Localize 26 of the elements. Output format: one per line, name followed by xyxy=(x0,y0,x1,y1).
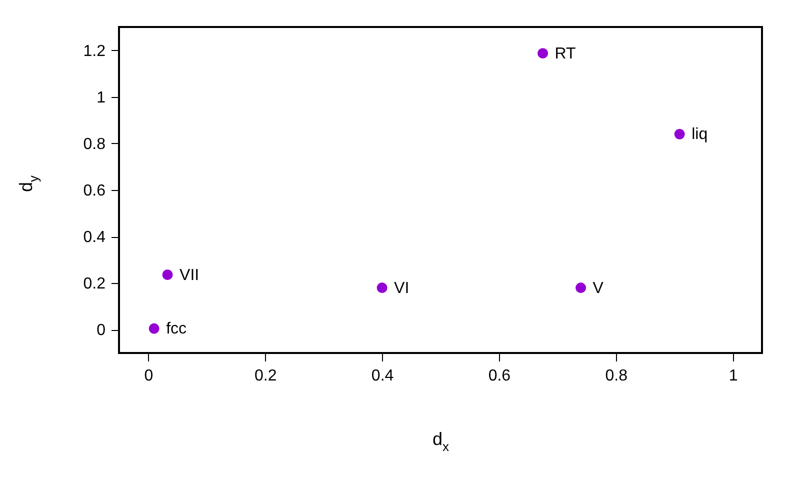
annotation: RT xyxy=(554,45,576,62)
y-tick-label: 0 xyxy=(96,322,106,340)
y-tick-label: 0.8 xyxy=(83,136,106,153)
annotation: V xyxy=(592,280,604,297)
point xyxy=(576,282,586,294)
point xyxy=(674,128,685,140)
y-tick-label: 0.4 xyxy=(83,229,106,246)
x-tick-label: 0.8 xyxy=(605,368,628,384)
point xyxy=(376,282,388,294)
annotation: VII xyxy=(180,266,200,284)
x-tick-label: 0.4 xyxy=(371,368,394,384)
y-axis-title: dy xyxy=(16,175,41,192)
x-tick-label: 1 xyxy=(728,368,738,384)
x-tick-label: 0 xyxy=(144,368,154,384)
x-tick-label: 0.6 xyxy=(488,368,511,384)
y-tick-label: 1.2 xyxy=(83,42,106,60)
y-tick-label: 1 xyxy=(96,89,106,106)
annotation: fcc xyxy=(166,320,187,338)
point xyxy=(538,48,548,59)
annotation: VI xyxy=(394,280,410,297)
y-tick-label: 0.2 xyxy=(83,276,106,293)
point xyxy=(148,323,160,334)
y-tick-label: 0.6 xyxy=(83,182,106,200)
point xyxy=(162,270,173,280)
annotation: liq xyxy=(692,126,708,144)
x-tick-label: 0.2 xyxy=(254,368,277,384)
